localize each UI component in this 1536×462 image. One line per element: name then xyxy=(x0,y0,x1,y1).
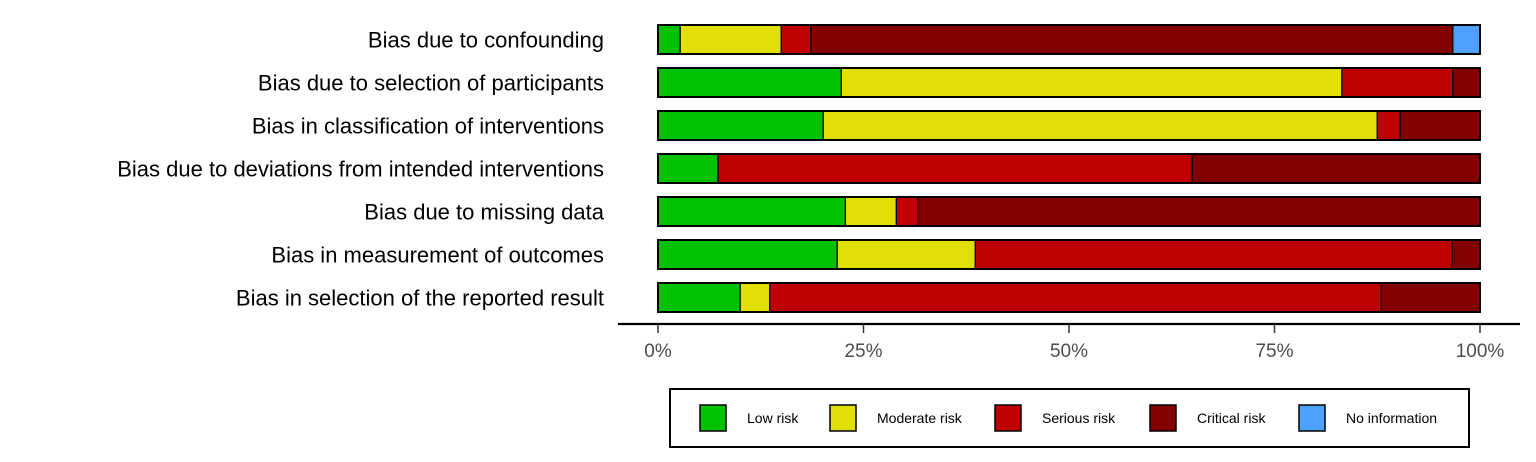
bar-segment xyxy=(974,239,1453,270)
legend-swatch xyxy=(829,404,857,432)
bar-segment xyxy=(1451,239,1481,270)
bar-segment xyxy=(657,153,719,184)
x-tick-label: 25% xyxy=(844,341,882,362)
legend-swatch xyxy=(1298,404,1326,432)
bar-outline xyxy=(657,67,1481,98)
bar-outline xyxy=(657,239,1481,270)
legend-label: No information xyxy=(1346,410,1437,426)
domain-labels: Bias due to confounding Bias due to selec… xyxy=(117,28,605,311)
bar-segment xyxy=(1399,110,1481,141)
bar-segment xyxy=(1341,67,1454,98)
x-tick-label: 100% xyxy=(1456,341,1505,362)
bar-segment xyxy=(657,196,847,227)
legend-swatch xyxy=(1149,404,1177,432)
bar-segment xyxy=(810,24,1454,55)
legend-label: Serious risk xyxy=(1042,410,1116,426)
bar-outline xyxy=(657,24,1481,55)
domain-label: Bias due to confounding xyxy=(368,28,604,53)
bar-segment xyxy=(769,282,1382,313)
bar-outline xyxy=(657,110,1481,141)
bar-segment xyxy=(657,24,681,55)
bar-segment xyxy=(1452,24,1481,55)
bar-segment xyxy=(717,153,1193,184)
legend-swatch xyxy=(699,404,727,432)
stacked-bars xyxy=(657,24,1481,313)
domain-label: Bias in classification of interventions xyxy=(252,114,604,139)
bar-segment xyxy=(1376,110,1401,141)
legend-label: Critical risk xyxy=(1197,410,1266,426)
bar-segment xyxy=(679,24,782,55)
bar-segment xyxy=(657,282,741,313)
bar-segment xyxy=(836,239,976,270)
legend: Low risk Moderate risk Serious risk Critica… xyxy=(669,388,1470,448)
bar-outline xyxy=(657,153,1481,184)
x-tick-label: 0% xyxy=(644,341,672,362)
domain-label: Bias in selection of the reported result xyxy=(236,286,604,311)
x-tick-label: 50% xyxy=(1050,341,1088,362)
bar-segment xyxy=(895,196,919,227)
bar-segment xyxy=(844,196,897,227)
legend-label: Low risk xyxy=(747,410,799,426)
bar-segment xyxy=(1452,67,1481,98)
legend-box xyxy=(669,388,1470,448)
x-axis-ticks: 0% 25% 50% 75% 100% xyxy=(644,325,1504,362)
domain-label: Bias due to missing data xyxy=(364,200,604,225)
legend-label: Moderate risk xyxy=(877,410,963,426)
bar-segment xyxy=(917,196,1481,227)
bar-outline xyxy=(657,282,1481,313)
x-tick-label: 75% xyxy=(1255,341,1293,362)
domain-label: Bias in measurement of outcomes xyxy=(271,243,604,268)
bar-segment xyxy=(822,110,1378,141)
domain-label: Bias due to deviations from intended int… xyxy=(117,157,604,182)
bar-segment xyxy=(840,67,1343,98)
bar-segment xyxy=(1380,282,1481,313)
bar-segment xyxy=(1191,153,1481,184)
bar-segment xyxy=(739,282,771,313)
bar-segment xyxy=(657,110,824,141)
domain-label: Bias due to selection of participants xyxy=(258,71,604,96)
bar-segment xyxy=(657,239,838,270)
legend-swatch xyxy=(994,404,1022,432)
bar-outline xyxy=(657,196,1481,227)
bar-segment xyxy=(780,24,812,55)
bar-segment xyxy=(657,67,842,98)
